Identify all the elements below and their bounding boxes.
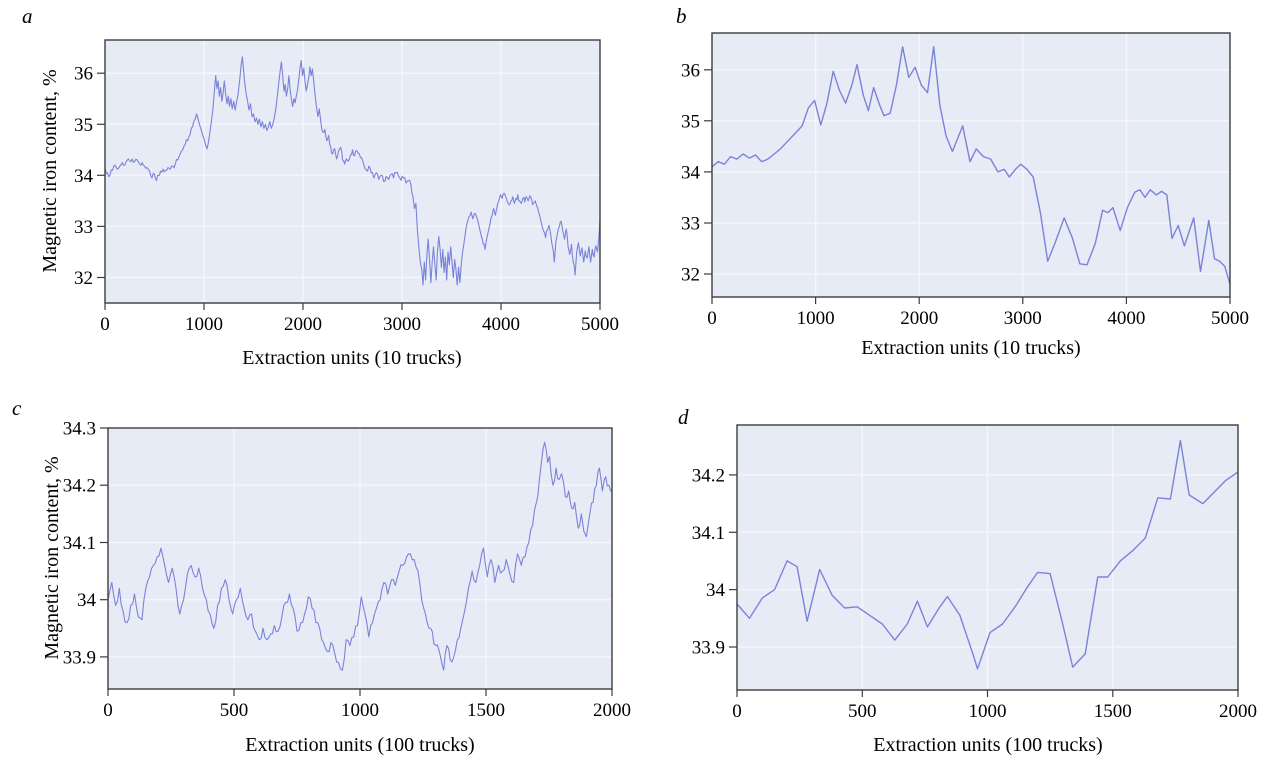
x-tick-label: 2000 [284,314,322,335]
x-tick-label: 2000 [900,308,938,329]
x-tick-label: 1000 [185,314,223,335]
y-tick-label: 34.1 [692,523,725,544]
series-line [104,56,601,286]
y-tick-label: 34 [74,166,94,187]
x-tick-label: 500 [848,701,877,722]
x-axis-title-c: Extraction units (100 trucks) [245,734,475,756]
chart-d: 0 500 1000 1500 2000 33.9 34 34.1 34.2 [692,424,1257,722]
series-line [711,46,1231,285]
x-tick-label: 0 [103,700,113,721]
x-axis-title-a: Extraction units (10 trucks) [242,347,462,369]
plot-background [105,40,600,303]
chart-a: 0 1000 2000 3000 4000 5000 32 33 34 35 36 [74,39,619,335]
x-tick-label: 1500 [1094,701,1132,722]
panel-b: b 0 1000 2000 3000 4000 5000 32 33 34 35 36 Extrac… [630,0,1270,385]
panel-c: c Magnetic iron content, % 0 500 1000 1500 2… [0,385,640,770]
x-tick-label: 1000 [341,700,379,721]
x-tick-label: 4000 [482,314,520,335]
x-tick-label: 5000 [1211,308,1249,329]
panel-letter-a: a [22,4,33,28]
x-axis-title-b: Extraction units (10 trucks) [861,337,1081,359]
x-tick-label: 500 [220,700,249,721]
x-tick-label: 0 [732,701,742,722]
y-tick-label: 33 [681,214,700,235]
x-tick-label: 5000 [581,314,619,335]
x-tick-label: 0 [707,308,717,329]
panel-a: a Magnetic iron content, % 0 1000 2000 3000… [0,0,640,385]
series-line [107,441,613,671]
y-tick-label: 34.2 [692,465,725,486]
y-tick-label: 36 [74,64,93,85]
y-tick-label: 34.1 [63,533,96,554]
plot-frame [104,39,601,304]
x-tick-label: 3000 [383,314,421,335]
y-tick-label: 35 [74,115,93,136]
x-tick-label: 1000 [797,308,835,329]
y-tick-label: 34.3 [63,419,96,440]
plot-background [712,33,1230,297]
x-tick-label: 1500 [467,700,505,721]
plot-frame [711,32,1231,298]
y-tick-label: 34.2 [63,476,96,497]
y-tick-label: 32 [681,265,700,286]
x-tick-label: 3000 [1004,308,1042,329]
y-tick-label: 35 [681,111,700,132]
panel-letter-b: b [676,4,687,28]
y-tick-label: 33.9 [692,638,725,659]
chart-c: 0 500 1000 1500 2000 33.9 34 34.1 34.2 34.3 [63,419,631,722]
y-tick-label: 32 [74,268,93,289]
y-tick-label: 33 [74,217,93,238]
panel-letter-d: d [678,405,689,429]
x-tick-label: 2000 [1219,701,1257,722]
x-tick-label: 0 [100,314,110,335]
x-axis-title-d: Extraction units (100 trucks) [873,734,1103,756]
chart-b: 0 1000 2000 3000 4000 5000 32 33 34 35 36 [681,32,1249,329]
x-tick-label: 2000 [593,700,631,721]
y-tick-label: 34 [77,590,97,611]
series-line [736,439,1239,670]
y-tick-label: 34 [681,162,701,183]
panel-d: d 0 500 1000 1500 2000 33.9 34 34.1 34.2 Extract… [630,385,1270,770]
x-tick-label: 4000 [1107,308,1145,329]
y-tick-label: 34 [706,580,726,601]
y-tick-label: 36 [681,60,700,81]
y-tick-label: 33.9 [63,647,96,668]
panel-letter-c: c [12,396,22,420]
x-tick-label: 1000 [969,701,1007,722]
